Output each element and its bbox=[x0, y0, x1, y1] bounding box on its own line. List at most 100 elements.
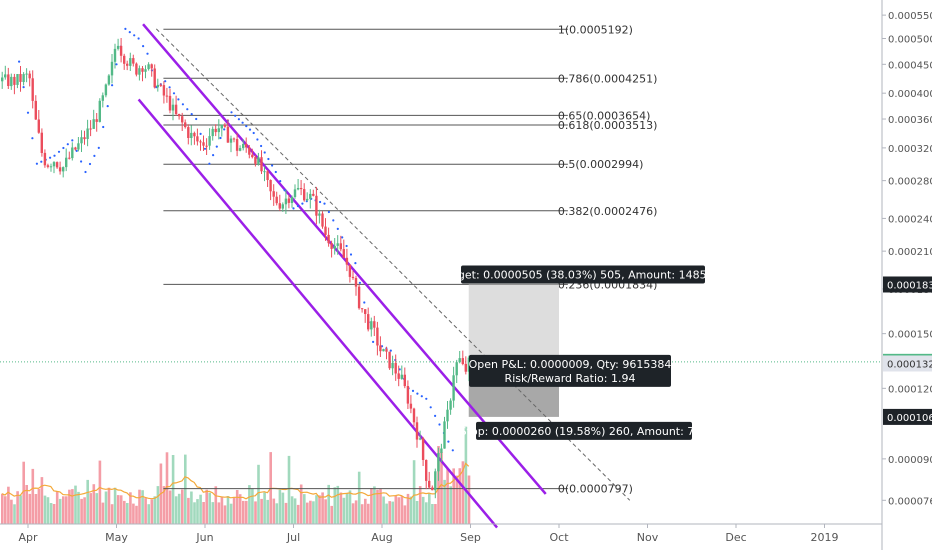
sar-dot bbox=[420, 395, 423, 398]
volume-bar bbox=[49, 503, 53, 524]
price-tick-label: 0.0005000 bbox=[888, 34, 932, 45]
volume-bar bbox=[138, 489, 141, 524]
candle-body bbox=[138, 68, 141, 75]
sar-dot bbox=[223, 128, 226, 131]
candle-body bbox=[281, 204, 284, 209]
time-tick-label: Oct bbox=[549, 531, 569, 544]
candle-body bbox=[275, 196, 278, 204]
volume-bar bbox=[95, 493, 99, 524]
candle-body bbox=[31, 78, 34, 101]
sar-dot bbox=[62, 146, 65, 150]
volume-bar bbox=[348, 490, 352, 524]
candle-body bbox=[235, 139, 239, 151]
volume-bar bbox=[464, 426, 468, 524]
candle-body bbox=[80, 137, 83, 144]
candle-body bbox=[251, 154, 254, 158]
candle-body bbox=[165, 95, 169, 97]
candle-body bbox=[4, 74, 7, 78]
sar-dot bbox=[199, 132, 202, 135]
sar-dot bbox=[142, 45, 145, 48]
volume-bar bbox=[354, 500, 358, 524]
price-tick-label: 0.0001200 bbox=[888, 384, 932, 395]
volume-bar bbox=[272, 498, 276, 524]
candle-body bbox=[327, 234, 330, 244]
volume-bar bbox=[406, 493, 410, 524]
candle-body bbox=[190, 132, 193, 138]
volume-bar bbox=[214, 486, 218, 524]
time-axis[interactable]: Apr May Jun Jul Aug Sep Oct Nov Dec 2019 bbox=[0, 523, 882, 544]
volume-bar bbox=[443, 479, 446, 524]
fib-level-label: 0.382(0.0002476) bbox=[558, 205, 658, 218]
sar-dot bbox=[267, 157, 270, 161]
sar-dot bbox=[177, 98, 180, 101]
sar-dot bbox=[128, 30, 131, 34]
volume-bar bbox=[437, 446, 440, 524]
candle-body bbox=[229, 138, 233, 143]
sar-dot bbox=[186, 108, 189, 111]
candle-body bbox=[205, 145, 208, 147]
pnl-label-bg bbox=[469, 354, 671, 387]
sar-dot bbox=[416, 392, 419, 395]
sar-dot bbox=[252, 131, 255, 135]
sar-dot bbox=[283, 189, 286, 192]
volume-bar bbox=[330, 505, 333, 524]
volume-bar bbox=[321, 492, 324, 524]
sar-dot bbox=[274, 170, 277, 174]
candle-body bbox=[415, 422, 419, 440]
price-tick-label: 0.0002400 bbox=[888, 214, 932, 225]
volume-bar bbox=[333, 487, 337, 524]
long-position-tool[interactable] bbox=[0, 284, 882, 417]
volume-bar bbox=[16, 491, 19, 524]
price-tick-label: 0.0004000 bbox=[888, 89, 932, 100]
volume-bar bbox=[242, 500, 245, 524]
volume-bar bbox=[409, 496, 413, 524]
volume-bar bbox=[238, 494, 242, 524]
volume-bar bbox=[324, 499, 327, 524]
volume-bar bbox=[7, 486, 10, 524]
volume-bar bbox=[232, 497, 236, 524]
candle-body bbox=[455, 362, 458, 376]
candle-body bbox=[403, 374, 406, 387]
volume-bar bbox=[312, 501, 315, 524]
volume-bar bbox=[123, 500, 126, 524]
candle-body bbox=[116, 45, 120, 49]
sar-dot bbox=[40, 160, 43, 163]
sar-dot bbox=[80, 160, 83, 163]
sar-dot bbox=[301, 202, 304, 205]
sar-dot bbox=[133, 34, 136, 37]
candle-body bbox=[89, 128, 92, 130]
candle-body bbox=[260, 157, 263, 172]
volume-bar bbox=[226, 496, 230, 524]
price-axis[interactable]: 0.0005500 0.0005000 0.0004500 0.0004000 0.00… bbox=[881, 0, 932, 550]
volume-bar bbox=[434, 504, 437, 524]
candle-body bbox=[184, 122, 187, 128]
candle-body bbox=[208, 136, 211, 146]
volume-bar bbox=[77, 491, 80, 524]
volume-bar bbox=[425, 502, 428, 524]
candle-body bbox=[217, 128, 220, 133]
candle-body bbox=[141, 68, 144, 72]
volume-bar bbox=[397, 497, 401, 524]
price-tag-bg bbox=[883, 355, 932, 372]
candle-body bbox=[62, 167, 65, 172]
candle-body bbox=[299, 188, 303, 190]
candle-body bbox=[342, 249, 345, 258]
volume-bar bbox=[40, 477, 44, 524]
pnl-label: Open P&L: 0.0000009, Qty: 9615384Risk/Re… bbox=[469, 354, 671, 387]
volume-bar bbox=[229, 503, 233, 524]
volume-bar bbox=[339, 492, 343, 524]
volume-bar bbox=[193, 502, 196, 524]
volume-bar bbox=[43, 495, 47, 524]
upper-channel-line bbox=[142, 23, 547, 495]
stop-label-text: Stop: 0.0000260 (19.58%) 260, Amount: 75… bbox=[460, 425, 709, 438]
candle-body bbox=[348, 264, 352, 277]
candle-body bbox=[71, 147, 74, 159]
sar-dot bbox=[97, 146, 100, 149]
price-tick-label: 0.0005500 bbox=[888, 11, 932, 22]
candle-body bbox=[437, 453, 440, 472]
volume-bar bbox=[168, 490, 172, 524]
candle-body bbox=[65, 157, 68, 168]
volume-bar bbox=[342, 497, 346, 524]
volume-bar bbox=[129, 492, 132, 524]
